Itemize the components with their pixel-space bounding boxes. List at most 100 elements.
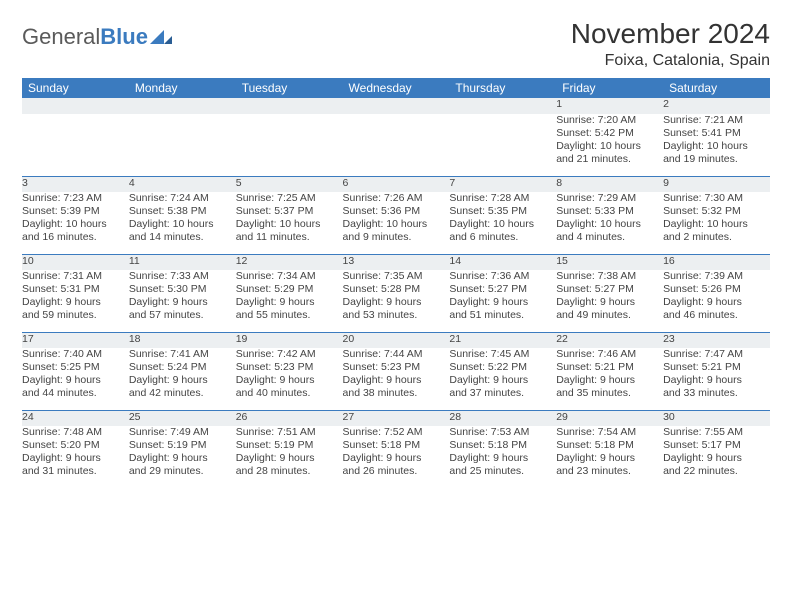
daylight1-text: Daylight: 9 hours — [129, 452, 236, 465]
daylight2-text: and 4 minutes. — [556, 231, 663, 244]
daylight1-text: Daylight: 9 hours — [556, 296, 663, 309]
sunset-text: Sunset: 5:24 PM — [129, 361, 236, 374]
day-number — [236, 98, 343, 114]
day-cell: Sunrise: 7:38 AMSunset: 5:27 PMDaylight:… — [556, 270, 663, 332]
day-number: 29 — [556, 410, 663, 426]
daylight2-text: and 31 minutes. — [22, 465, 129, 478]
day-cell: Sunrise: 7:44 AMSunset: 5:23 PMDaylight:… — [343, 348, 450, 410]
day-number: 23 — [663, 332, 770, 348]
daylight1-text: Daylight: 9 hours — [22, 374, 129, 387]
day-number: 30 — [663, 410, 770, 426]
day-cell — [129, 114, 236, 176]
daylight2-text: and 22 minutes. — [663, 465, 770, 478]
day-cell: Sunrise: 7:20 AMSunset: 5:42 PMDaylight:… — [556, 114, 663, 176]
sunset-text: Sunset: 5:18 PM — [449, 439, 556, 452]
day-header: Thursday — [449, 78, 556, 98]
daylight1-text: Daylight: 9 hours — [663, 374, 770, 387]
sunset-text: Sunset: 5:37 PM — [236, 205, 343, 218]
logo-mark-icon — [150, 30, 172, 44]
week-content-row: Sunrise: 7:31 AMSunset: 5:31 PMDaylight:… — [22, 270, 770, 332]
sunrise-text: Sunrise: 7:47 AM — [663, 348, 770, 361]
day-header: Tuesday — [236, 78, 343, 98]
daylight1-text: Daylight: 9 hours — [129, 374, 236, 387]
day-cell: Sunrise: 7:35 AMSunset: 5:28 PMDaylight:… — [343, 270, 450, 332]
daylight2-text: and 25 minutes. — [449, 465, 556, 478]
day-number: 18 — [129, 332, 236, 348]
day-number — [129, 98, 236, 114]
daylight2-text: and 21 minutes. — [556, 153, 663, 166]
week-daynum-row: 12 — [22, 98, 770, 114]
day-number — [343, 98, 450, 114]
sunrise-text: Sunrise: 7:23 AM — [22, 192, 129, 205]
sunrise-text: Sunrise: 7:54 AM — [556, 426, 663, 439]
day-cell: Sunrise: 7:31 AMSunset: 5:31 PMDaylight:… — [22, 270, 129, 332]
daylight2-text: and 11 minutes. — [236, 231, 343, 244]
sunset-text: Sunset: 5:41 PM — [663, 127, 770, 140]
sunrise-text: Sunrise: 7:41 AM — [129, 348, 236, 361]
day-number — [22, 98, 129, 114]
day-cell: Sunrise: 7:28 AMSunset: 5:35 PMDaylight:… — [449, 192, 556, 254]
day-cell: Sunrise: 7:23 AMSunset: 5:39 PMDaylight:… — [22, 192, 129, 254]
sunrise-text: Sunrise: 7:55 AM — [663, 426, 770, 439]
sunset-text: Sunset: 5:19 PM — [236, 439, 343, 452]
daylight1-text: Daylight: 10 hours — [343, 218, 450, 231]
daylight2-text: and 46 minutes. — [663, 309, 770, 322]
day-number: 20 — [343, 332, 450, 348]
sunset-text: Sunset: 5:22 PM — [449, 361, 556, 374]
sunset-text: Sunset: 5:25 PM — [22, 361, 129, 374]
daylight1-text: Daylight: 9 hours — [663, 296, 770, 309]
day-header: Wednesday — [343, 78, 450, 98]
day-cell: Sunrise: 7:41 AMSunset: 5:24 PMDaylight:… — [129, 348, 236, 410]
daylight2-text: and 28 minutes. — [236, 465, 343, 478]
sunrise-text: Sunrise: 7:25 AM — [236, 192, 343, 205]
day-number: 19 — [236, 332, 343, 348]
sunrise-text: Sunrise: 7:51 AM — [236, 426, 343, 439]
sunset-text: Sunset: 5:23 PM — [236, 361, 343, 374]
sunrise-text: Sunrise: 7:34 AM — [236, 270, 343, 283]
daylight2-text: and 6 minutes. — [449, 231, 556, 244]
logo-word2: Blue — [100, 24, 148, 49]
daylight1-text: Daylight: 9 hours — [343, 374, 450, 387]
title-block: November 2024 Foixa, Catalonia, Spain — [571, 18, 770, 70]
day-number: 15 — [556, 254, 663, 270]
sunrise-text: Sunrise: 7:28 AM — [449, 192, 556, 205]
header: GeneralBlue November 2024 Foixa, Catalon… — [22, 18, 770, 70]
day-number: 13 — [343, 254, 450, 270]
daylight2-text: and 26 minutes. — [343, 465, 450, 478]
day-cell: Sunrise: 7:55 AMSunset: 5:17 PMDaylight:… — [663, 426, 770, 488]
daylight2-text: and 53 minutes. — [343, 309, 450, 322]
sunset-text: Sunset: 5:23 PM — [343, 361, 450, 374]
daylight2-text: and 33 minutes. — [663, 387, 770, 400]
daylight2-text: and 59 minutes. — [22, 309, 129, 322]
day-cell: Sunrise: 7:46 AMSunset: 5:21 PMDaylight:… — [556, 348, 663, 410]
daylight2-text: and 42 minutes. — [129, 387, 236, 400]
day-cell: Sunrise: 7:34 AMSunset: 5:29 PMDaylight:… — [236, 270, 343, 332]
day-number: 7 — [449, 176, 556, 192]
daylight1-text: Daylight: 9 hours — [236, 452, 343, 465]
daylight1-text: Daylight: 10 hours — [663, 140, 770, 153]
sunrise-text: Sunrise: 7:21 AM — [663, 114, 770, 127]
daylight2-text: and 2 minutes. — [663, 231, 770, 244]
day-cell — [449, 114, 556, 176]
sunrise-text: Sunrise: 7:26 AM — [343, 192, 450, 205]
day-number: 4 — [129, 176, 236, 192]
sunset-text: Sunset: 5:35 PM — [449, 205, 556, 218]
sunrise-text: Sunrise: 7:44 AM — [343, 348, 450, 361]
daylight2-text: and 29 minutes. — [129, 465, 236, 478]
sunset-text: Sunset: 5:20 PM — [22, 439, 129, 452]
day-header-row: Sunday Monday Tuesday Wednesday Thursday… — [22, 78, 770, 98]
sunset-text: Sunset: 5:39 PM — [22, 205, 129, 218]
day-number — [449, 98, 556, 114]
sunrise-text: Sunrise: 7:20 AM — [556, 114, 663, 127]
sunset-text: Sunset: 5:31 PM — [22, 283, 129, 296]
daylight1-text: Daylight: 9 hours — [556, 374, 663, 387]
daylight2-text: and 55 minutes. — [236, 309, 343, 322]
daylight2-text: and 19 minutes. — [663, 153, 770, 166]
daylight2-text: and 14 minutes. — [129, 231, 236, 244]
location: Foixa, Catalonia, Spain — [571, 52, 770, 70]
sunrise-text: Sunrise: 7:33 AM — [129, 270, 236, 283]
day-cell: Sunrise: 7:36 AMSunset: 5:27 PMDaylight:… — [449, 270, 556, 332]
daylight1-text: Daylight: 9 hours — [556, 452, 663, 465]
sunrise-text: Sunrise: 7:46 AM — [556, 348, 663, 361]
day-cell: Sunrise: 7:49 AMSunset: 5:19 PMDaylight:… — [129, 426, 236, 488]
